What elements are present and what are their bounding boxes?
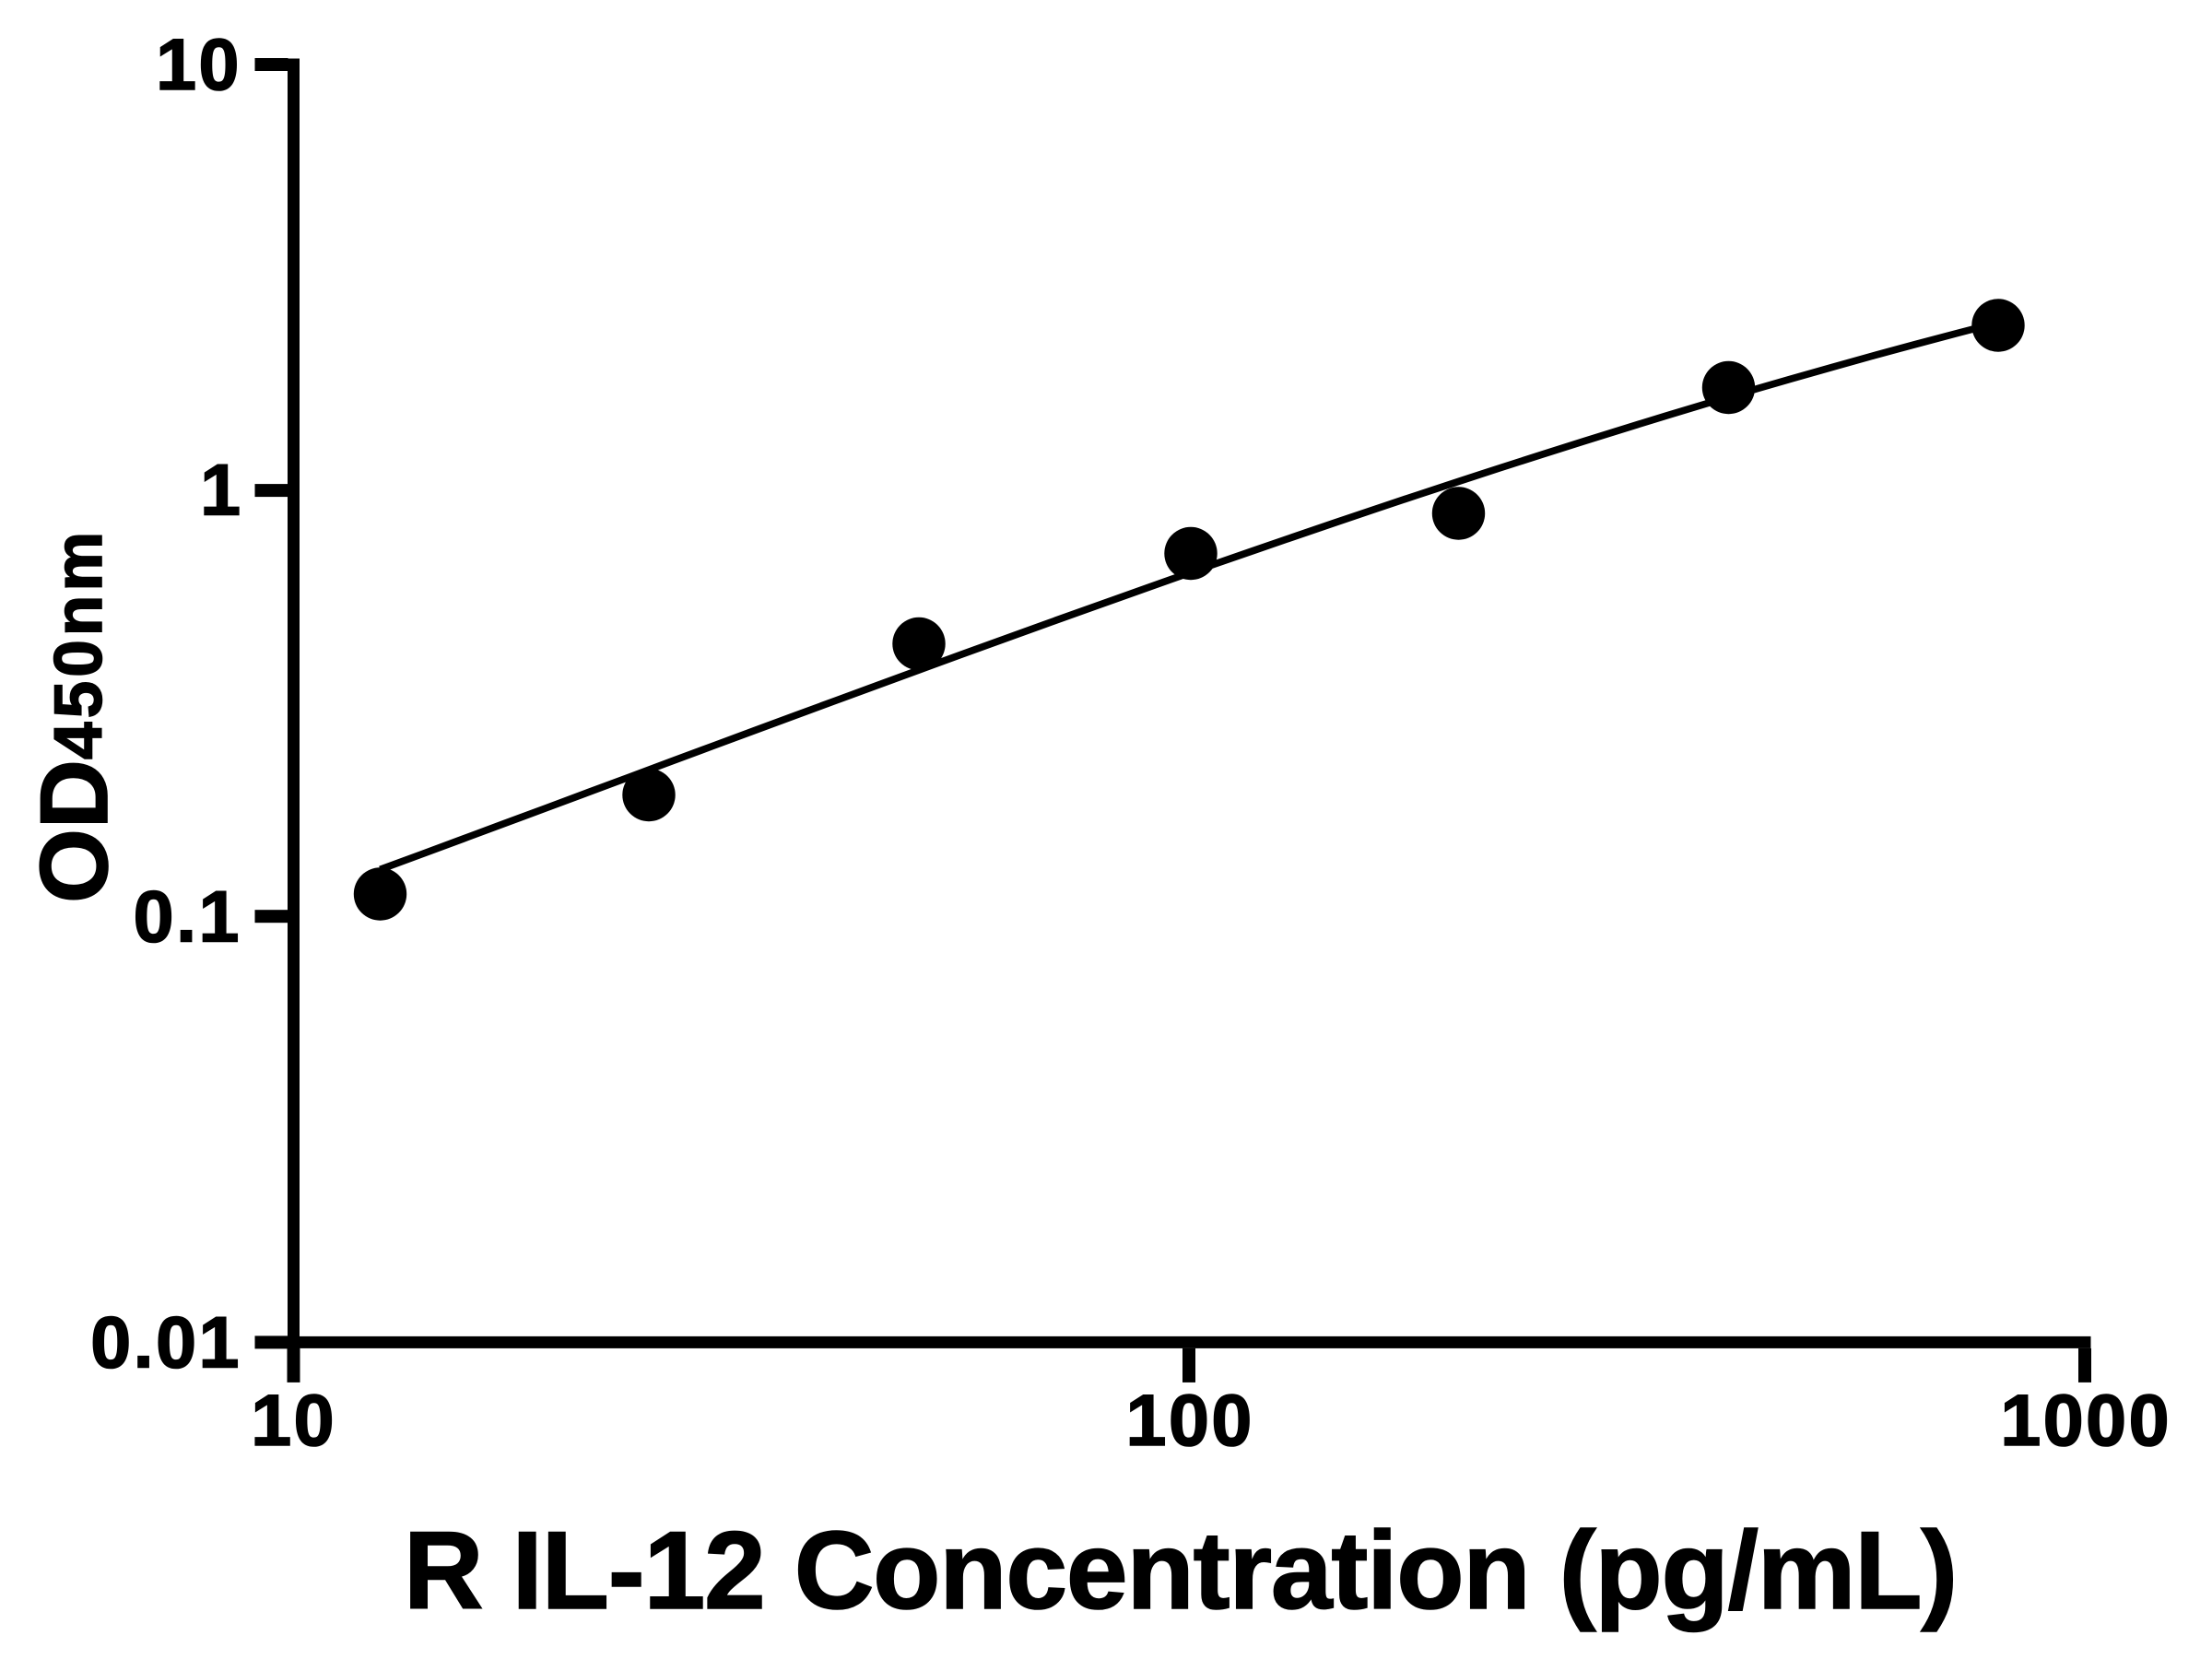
svg-text:R IL-12 Concentration (pg/mL): R IL-12 Concentration (pg/mL): [404, 1509, 1957, 1632]
svg-text:100: 100: [1126, 1379, 1254, 1461]
svg-text:10: 10: [156, 23, 241, 105]
svg-text:10: 10: [251, 1379, 336, 1461]
svg-text:1000: 1000: [2000, 1379, 2171, 1461]
svg-text:1: 1: [200, 449, 241, 531]
svg-text:OD450nm: OD450nm: [21, 528, 128, 903]
svg-text:0.01: 0.01: [90, 1301, 241, 1383]
svg-text:0.1: 0.1: [134, 875, 241, 957]
